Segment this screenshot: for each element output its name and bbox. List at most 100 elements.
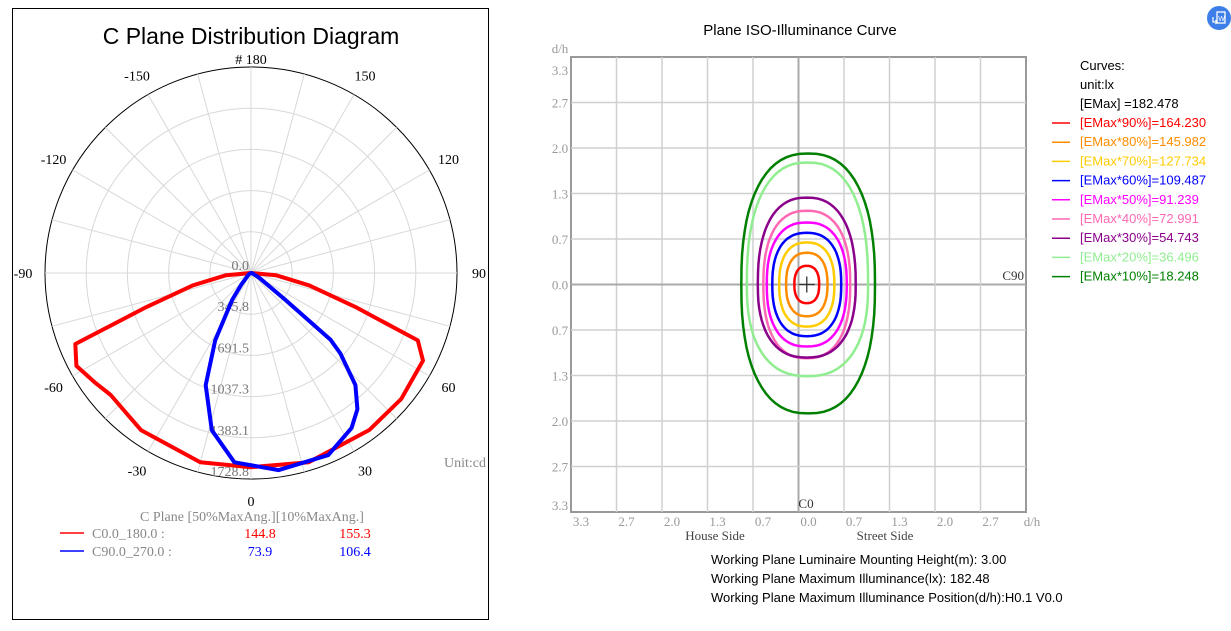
polar-spoke bbox=[250, 272, 305, 473]
angle-tick-label: -90 bbox=[14, 267, 33, 282]
angle-tick-label: 60 bbox=[441, 381, 455, 396]
iso-contour-4 bbox=[765, 221, 849, 348]
angle-180-label: # 180 bbox=[235, 53, 267, 68]
street-side-label: Street Side bbox=[857, 528, 914, 543]
polar-spoke bbox=[197, 73, 252, 274]
polar-spoke bbox=[250, 73, 305, 274]
iso-title: Plane ISO-Illuminance Curve bbox=[703, 22, 896, 39]
legend-contour-label: [EMax*30%]=54.743 bbox=[1080, 230, 1199, 245]
polar-spoke bbox=[72, 272, 252, 377]
radial-tick-label: 1037.3 bbox=[211, 383, 250, 398]
angle-tick-label: -60 bbox=[44, 381, 63, 396]
iso-contour-3 bbox=[771, 231, 843, 338]
y-tick-label: 2.0 bbox=[552, 141, 568, 156]
x-tick-label: 2.7 bbox=[618, 514, 635, 529]
angle-tick-label: -120 bbox=[41, 153, 67, 168]
y-tick-label: 3.3 bbox=[552, 63, 568, 78]
angle-tick-label: 90 bbox=[472, 267, 486, 282]
legend-series-name: C90.0_270.0 : bbox=[92, 545, 172, 560]
x-tick-label: 0.7 bbox=[846, 514, 863, 529]
polar-spoke bbox=[147, 94, 252, 274]
x-tick-label: 2.7 bbox=[982, 514, 999, 529]
polar-spoke bbox=[250, 272, 398, 420]
legend-contour-label: [EMax*50%]=91.239 bbox=[1080, 192, 1199, 207]
y-axis-label: d/h bbox=[552, 41, 569, 56]
polar-spoke bbox=[250, 126, 398, 274]
info-line: Working Plane Maximum Illuminance(lx): 1… bbox=[711, 571, 990, 586]
legend-contour-label: [EMax*70%]=127.734 bbox=[1080, 153, 1206, 168]
polar-spoke bbox=[250, 94, 355, 274]
legend-half10: 106.4 bbox=[339, 545, 371, 560]
y-tick-label: 2.7 bbox=[552, 96, 569, 111]
svg-text:W: W bbox=[1218, 16, 1225, 23]
radial-tick-label: 691.5 bbox=[218, 341, 250, 356]
radial-tick-label: 1383.1 bbox=[211, 424, 250, 439]
polar-spoke bbox=[250, 219, 451, 274]
legend-series-name: C0.0_180.0 : bbox=[92, 527, 165, 542]
polar-spoke bbox=[104, 126, 252, 274]
iso-contour-6 bbox=[756, 196, 857, 359]
legend-half10: 155.3 bbox=[339, 527, 371, 542]
y-tick-label: 1.3 bbox=[552, 187, 568, 202]
c90-label: C90 bbox=[1002, 268, 1024, 283]
polar-title: C Plane Distribution Diagram bbox=[103, 23, 400, 49]
legend-half50: 144.8 bbox=[244, 527, 276, 542]
iso-contour-7 bbox=[745, 161, 870, 378]
info-line: Working Plane Maximum Illuminance Positi… bbox=[711, 590, 1063, 605]
x-tick-label: 0.0 bbox=[800, 514, 816, 529]
polar-legend-header: C Plane [50%MaxAng.][10%MaxAng.] bbox=[140, 510, 364, 525]
angle-tick-label: -150 bbox=[124, 70, 150, 85]
iso-contour-5 bbox=[762, 209, 852, 360]
radial-tick-label: 345.8 bbox=[218, 300, 250, 315]
legend-contour-label: [EMax*60%]=109.487 bbox=[1080, 173, 1206, 188]
iso-contour-8 bbox=[740, 152, 877, 415]
polar-spoke bbox=[250, 272, 451, 327]
y-tick-label: 0.0 bbox=[552, 278, 568, 293]
unit-label: Unit:cd bbox=[444, 456, 486, 471]
legend-contour-label: [EMax*40%]=72.991 bbox=[1080, 211, 1199, 226]
export-word-icon[interactable]: W bbox=[1207, 6, 1231, 30]
polar-spoke bbox=[147, 272, 252, 452]
polar-spoke bbox=[250, 272, 355, 452]
legend-title: Curves: bbox=[1080, 58, 1125, 73]
angle-tick-label: 120 bbox=[438, 153, 459, 168]
polar-series-1 bbox=[203, 271, 360, 473]
polar-spoke bbox=[197, 272, 252, 473]
c0-label: C0 bbox=[798, 496, 813, 511]
x-tick-label: 2.0 bbox=[937, 514, 953, 529]
info-line: Working Plane Luminaire Mounting Height(… bbox=[711, 552, 1006, 567]
y-tick-label: 3.3 bbox=[552, 498, 568, 513]
polar-spoke bbox=[104, 272, 252, 420]
x-tick-label: 2.0 bbox=[664, 514, 680, 529]
iso-contour-0 bbox=[793, 264, 821, 305]
polar-spoke bbox=[51, 272, 252, 327]
legend-contour-label: [EMax*10%]=18.248 bbox=[1080, 269, 1199, 284]
angle-tick-label: -30 bbox=[128, 464, 147, 479]
radial-tick-label: 0.0 bbox=[232, 259, 250, 274]
x-tick-label: 3.3 bbox=[573, 514, 589, 529]
x-axis-label: d/h bbox=[1024, 514, 1041, 529]
legend-contour-label: [EMax*20%]=36.496 bbox=[1080, 249, 1199, 264]
legend-unit: unit:lx bbox=[1080, 77, 1114, 92]
legend-half50: 73.9 bbox=[248, 545, 273, 560]
x-tick-label: 1.3 bbox=[709, 514, 725, 529]
iso-contour-2 bbox=[777, 241, 836, 328]
max-position-cross-icon bbox=[798, 276, 815, 293]
radial-tick-label: 1728.8 bbox=[211, 465, 250, 480]
y-tick-label: 0.7 bbox=[552, 323, 569, 338]
polar-spoke bbox=[72, 169, 252, 274]
polar-spoke bbox=[250, 272, 430, 377]
polar-chart-frame bbox=[12, 8, 489, 620]
polar-spoke bbox=[250, 169, 430, 274]
polar-spoke bbox=[51, 219, 252, 274]
angle-tick-label: 150 bbox=[355, 70, 376, 85]
x-tick-label: 0.7 bbox=[755, 514, 772, 529]
iso-contour-1 bbox=[784, 251, 829, 318]
house-side-label: House Side bbox=[685, 528, 745, 543]
y-tick-label: 1.3 bbox=[552, 369, 568, 384]
legend-emax: [EMax] =182.478 bbox=[1080, 96, 1179, 111]
y-tick-label: 2.7 bbox=[552, 460, 569, 475]
x-tick-label: 1.3 bbox=[891, 514, 907, 529]
y-tick-label: 0.7 bbox=[552, 232, 569, 247]
